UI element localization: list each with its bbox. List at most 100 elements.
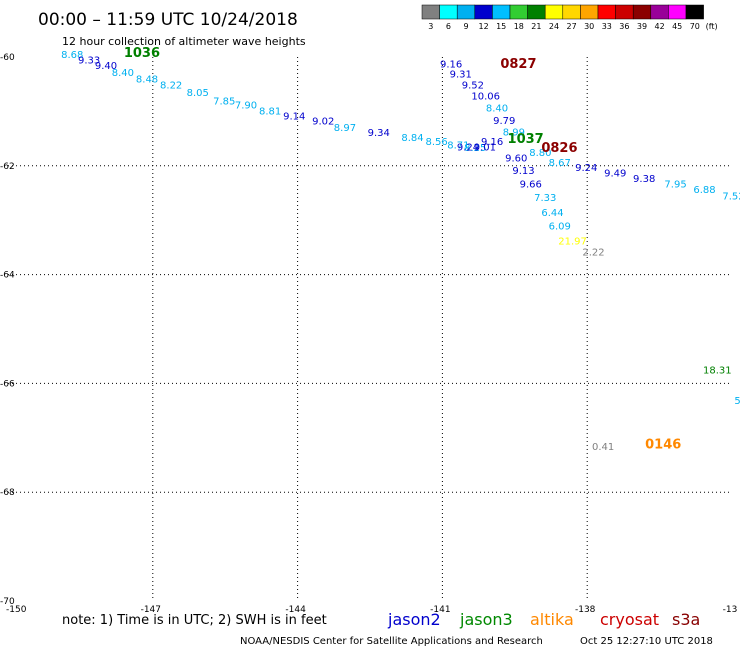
wave-height-label: 8.68 (61, 50, 83, 61)
wave-height-label: 8.84 (401, 133, 423, 144)
colorbar-label: 6 (446, 22, 451, 31)
grid-lines (8, 57, 732, 601)
wave-height-label: 9.02 (312, 116, 334, 127)
wave-height-label: 8.25 (464, 143, 486, 154)
x-tick-label: -13 (723, 605, 738, 615)
colorbar-label: 24 (549, 22, 559, 31)
wave-height-label: 6.88 (693, 185, 715, 196)
colorbar-label: 27 (567, 22, 577, 31)
x-tick-label: -141 (430, 605, 450, 615)
axis-tick-labels: -150 -147 -144 -141 -138 -13 -60 -62 -64 -66 -68 -7… (0, 53, 737, 615)
wave-height-label: 9.24 (457, 143, 479, 154)
pass-time-label: 0827 (500, 57, 536, 72)
pass-time-label: 0146 (645, 438, 681, 453)
footer-note: note: 1) Time is in UTC; 2) SWH is in fe… (62, 613, 327, 628)
wave-height-label: 9.14 (283, 112, 305, 123)
colorbar-label: 70 (690, 22, 700, 31)
wave-height-label: 9.66 (520, 180, 542, 191)
wave-height-label: 0.41 (592, 442, 614, 453)
chart-title: 00:00 – 11:59 UTC 10/24/2018 (38, 10, 298, 30)
wave-height-label: 8.56 (426, 137, 448, 148)
wave-height-label: 9.60 (505, 153, 527, 164)
data-points: 8.689.339.408.408.488.228.057.85 7.908.81… (61, 50, 740, 453)
pass-time-label: 1036 (124, 46, 160, 61)
wave-height-label: 8.48 (136, 75, 158, 86)
wave-height-label: 8.81 (259, 107, 281, 118)
wave-height-label: 21.97 (558, 237, 587, 248)
footer-timestamp: Oct 25 12:27:10 UTC 2018 (580, 636, 713, 647)
satellite-legend: jason2 jason3 altika cryosat s3a (387, 610, 700, 629)
colorbar-label: 3 (428, 22, 433, 31)
colorbar-label: 30 (584, 22, 594, 31)
wave-height-label: 7.85 (213, 96, 235, 107)
colorbar-swatch (544, 4, 564, 20)
colorbar-swatch (685, 4, 704, 20)
colorbar-label: 15 (496, 22, 506, 31)
satellite-legend-cryosat: cryosat (600, 610, 659, 629)
x-tick-label: -147 (141, 605, 161, 615)
wave-height-label: 5.06 (734, 396, 740, 407)
satellite-legend-s3a: s3a (672, 610, 700, 629)
satellite-legend-jason3: jason3 (459, 610, 513, 629)
wave-height-label: 7.33 (534, 193, 556, 204)
wave-height-label: 8.67 (549, 158, 571, 169)
colorbar-label: 21 (531, 22, 541, 31)
wave-height-label: 9.49 (604, 169, 626, 180)
colorbar-swatch (562, 4, 581, 20)
wave-height-label: 9.13 (512, 166, 534, 177)
colorbar-swatch (668, 4, 687, 20)
colorbar-swatch (597, 4, 616, 20)
chart-subtitle: 12 hour collection of altimeter wave hei… (62, 35, 306, 48)
wave-height-label: 8.80 (529, 148, 551, 159)
x-tick-label: -138 (575, 605, 596, 615)
wave-height-label: 8.40 (486, 103, 508, 114)
colorbar-swatch (632, 4, 652, 20)
y-tick-label: -68 (0, 488, 15, 498)
wave-height-label: 6.09 (549, 221, 571, 232)
colorbar-label: 45 (672, 22, 682, 31)
wave-height-label: 9.16 (440, 59, 462, 70)
y-tick-label: -70 (0, 597, 15, 607)
wave-height-label: 9.33 (78, 56, 100, 67)
colorbar-legend: 3 6 9 12 15 18 21 24 27 30 33 36 39 42 45 70 (ft) (421, 4, 718, 31)
footer-credit: NOAA/NESDIS Center for Satellite Applica… (240, 636, 543, 647)
colorbar-label: 33 (602, 22, 612, 31)
x-tick-label: -150 (6, 605, 27, 615)
wave-height-label: 7.95 (664, 180, 686, 191)
time-labels: 103608271037082608250146 (124, 46, 681, 453)
wave-height-label: 9.38 (633, 174, 655, 185)
colorbar-label: 39 (637, 22, 647, 31)
colorbar-swatch (421, 4, 440, 20)
wave-height-label: 9.34 (368, 128, 390, 139)
y-tick-label: -62 (0, 162, 15, 172)
colorbar-label: 18 (514, 22, 524, 31)
wave-height-label: 9.40 (95, 61, 117, 72)
wave-height-label: 8.40 (112, 68, 134, 79)
wave-height-label: 8.97 (334, 123, 356, 134)
colorbar-label: 9 (463, 22, 468, 31)
colorbar-swatch (527, 4, 546, 20)
wave-height-label: 8.05 (187, 88, 209, 99)
colorbar-swatch (439, 4, 458, 20)
wave-height-label: 9.24 (575, 163, 597, 174)
satellite-legend-altika: altika (530, 610, 574, 629)
colorbar-unit: (ft) (706, 22, 718, 31)
colorbar-swatch (492, 4, 511, 20)
wave-height-label: 8.22 (160, 81, 182, 92)
wave-height-label: 2.22 (582, 248, 604, 259)
y-tick-label: -64 (0, 271, 15, 281)
colorbar-swatch (474, 4, 493, 20)
wave-height-label: 7.52 (722, 192, 740, 203)
x-tick-label: -144 (285, 605, 306, 615)
colorbar-label: 42 (655, 22, 665, 31)
wave-height-label: 9.79 (493, 116, 515, 127)
colorbar-swatch (509, 4, 528, 20)
satellite-legend-jason2: jason2 (387, 610, 441, 629)
wave-height-label: 9.31 (450, 70, 472, 81)
pass-time-label: 0826 (541, 141, 577, 156)
wave-height-label: 9.52 (462, 81, 484, 92)
colorbar-swatch (456, 4, 476, 20)
colorbar-label: 12 (479, 22, 489, 31)
colorbar-swatch (580, 4, 599, 20)
